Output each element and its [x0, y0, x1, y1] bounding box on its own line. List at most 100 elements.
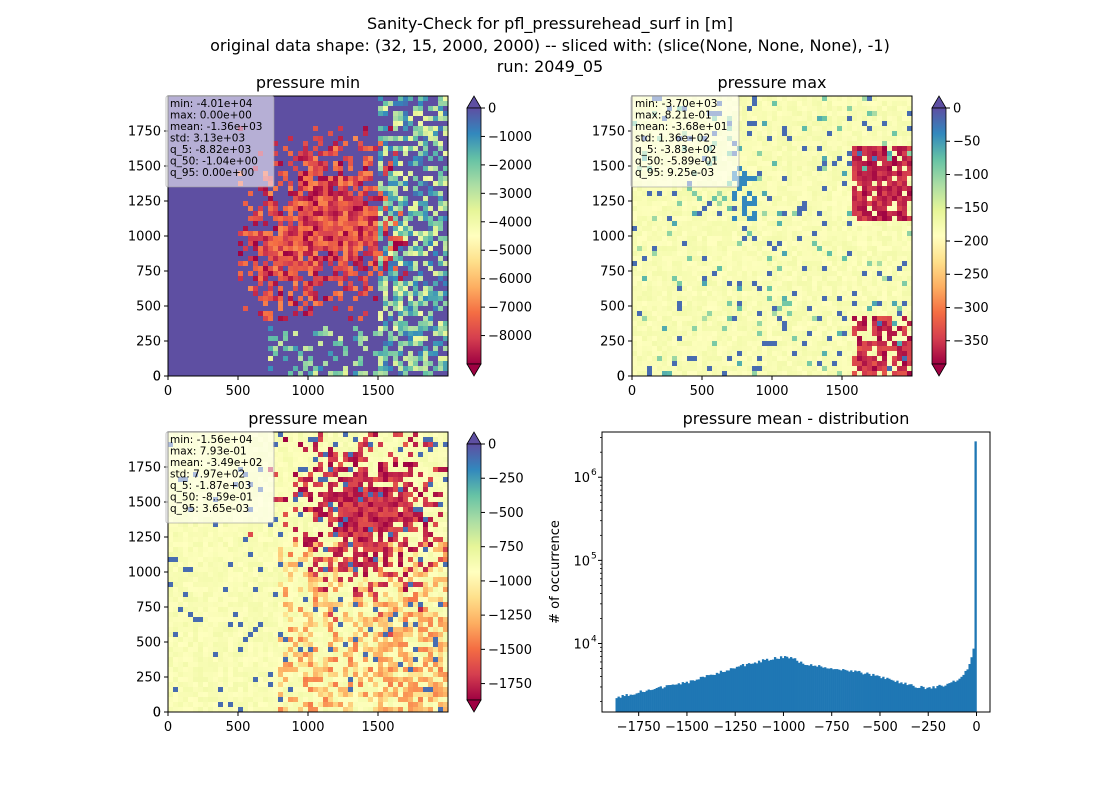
heatmap-cell: [747, 271, 753, 277]
heatmap-cell: [722, 216, 728, 222]
heatmap-cell: [328, 176, 334, 182]
heatmap-cell: [692, 231, 698, 237]
heatmap-cell: [208, 256, 214, 262]
heatmap-cell: [737, 201, 743, 207]
heatmap-cell: [777, 231, 783, 237]
heatmap-cell: [253, 191, 259, 197]
heatmap-cell: [687, 321, 693, 327]
heatmap-cell: [732, 316, 738, 322]
heatmap-cell: [787, 191, 793, 197]
heatmap-cell: [777, 301, 783, 307]
heatmap-cell: [278, 281, 284, 287]
heatmap-cell: [428, 286, 434, 292]
heatmap-cell: [652, 231, 658, 237]
heatmap-cell: [428, 216, 434, 222]
heatmap-cell: [787, 176, 793, 182]
heatmap-cell: [278, 271, 284, 277]
heatmap-cell: [188, 191, 194, 197]
heatmap-cell: [772, 206, 778, 212]
heatmap-cell: [293, 371, 299, 377]
heatmap-cell: [378, 151, 384, 157]
heatmap-cell: [323, 181, 329, 187]
heatmap-cell: [677, 266, 683, 272]
heatmap-cell: [408, 191, 414, 197]
heatmap-cell: [692, 316, 698, 322]
heatmap-cell: [757, 316, 763, 322]
heatmap-cell: [378, 131, 384, 137]
heatmap-cell: [373, 351, 379, 357]
heatmap-cell: [383, 366, 389, 372]
heatmap-cell: [228, 206, 234, 212]
heatmap-cell: [268, 306, 274, 312]
heatmap-cell: [438, 346, 444, 352]
heatmap-cell: [268, 326, 274, 332]
heatmap-cell: [707, 346, 713, 352]
heatmap-cell: [782, 351, 788, 357]
heatmap-cell: [413, 341, 419, 347]
heatmap-cell: [662, 291, 668, 297]
heatmap-cell: [388, 251, 394, 257]
heatmap-cell: [737, 106, 743, 112]
heatmap-cell: [742, 101, 748, 107]
heatmap-cell: [418, 261, 424, 267]
heatmap-cell: [358, 186, 364, 192]
heatmap-cell: [258, 351, 264, 357]
heatmap-cell: [752, 331, 758, 337]
heatmap-cell: [732, 371, 738, 377]
heatmap-cell: [363, 356, 369, 362]
heatmap-cell: [208, 196, 214, 202]
heatmap-cell: [742, 146, 748, 152]
heatmap-cell: [722, 291, 728, 297]
heatmap-cell: [378, 176, 384, 182]
heatmap-cell: [787, 226, 793, 232]
heatmap-cell: [243, 206, 249, 212]
heatmap-cell: [203, 371, 209, 377]
heatmap-cell: [418, 371, 424, 377]
heatmap-cell: [408, 341, 414, 347]
heatmap-cell: [418, 306, 424, 312]
heatmap-cell: [762, 331, 768, 337]
heatmap-cell: [642, 246, 648, 252]
heatmap-cell: [772, 101, 778, 107]
heatmap-cell: [343, 351, 349, 357]
heatmap-cell: [428, 256, 434, 262]
heatmap-cell: [398, 326, 404, 332]
heatmap-cell: [333, 231, 339, 237]
heatmap-cell: [278, 211, 284, 217]
heatmap-cell: [228, 306, 234, 312]
heatmap-cell: [218, 331, 224, 337]
heatmap-cell: [288, 366, 294, 372]
heatmap-cell: [353, 366, 359, 372]
heatmap-cell: [777, 166, 783, 172]
heatmap-cell: [772, 296, 778, 302]
heatmap-cell: [248, 336, 254, 342]
heatmap-cell: [687, 216, 693, 222]
heatmap-cell: [782, 106, 788, 112]
heatmap-cell: [308, 166, 314, 172]
heatmap-cell: [263, 276, 269, 282]
heatmap-cell: [368, 136, 374, 142]
heatmap-cell: [388, 171, 394, 177]
heatmap-cell: [742, 366, 748, 372]
heatmap-cell: [348, 116, 354, 122]
heatmap-cell: [358, 356, 364, 362]
heatmap-cell: [188, 351, 194, 357]
heatmap-cell: [433, 121, 439, 127]
heatmap-cell: [203, 206, 209, 212]
heatmap-cell: [358, 231, 364, 237]
heatmap-cell: [652, 331, 658, 337]
heatmap-cell: [637, 371, 643, 377]
heatmap-cell: [298, 341, 304, 347]
heatmap-cell: [732, 186, 738, 192]
heatmap-cell: [343, 116, 349, 122]
heatmap-cell: [383, 346, 389, 352]
heatmap-cell: [268, 206, 274, 212]
y-tick-label: 1000: [128, 230, 161, 245]
heatmap-cell: [787, 156, 793, 162]
heatmap-cell: [443, 131, 449, 137]
heatmap-cell: [642, 261, 648, 267]
heatmap-cell: [283, 151, 289, 157]
heatmap-cell: [273, 231, 279, 237]
heatmap-cell: [727, 326, 733, 332]
heatmap-cell: [403, 261, 409, 267]
